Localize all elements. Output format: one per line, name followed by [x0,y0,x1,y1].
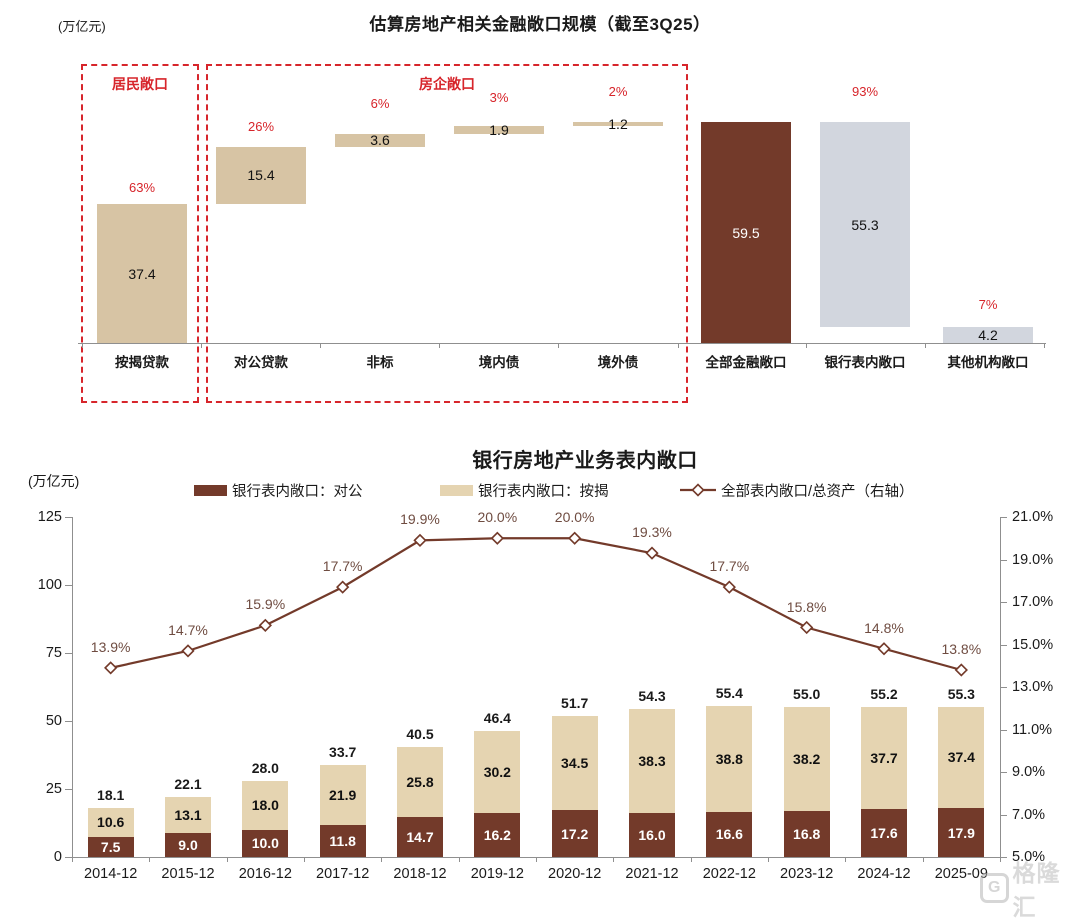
left-axis-tick [65,585,72,586]
right-axis-tick-label: 19.0% [1012,552,1074,568]
x-axis-label: 2016-12 [227,866,304,882]
left-axis-tick-label: 50 [16,713,62,729]
x-axis-label: 2024-12 [845,866,922,882]
ratio-diamond-marker [724,582,735,593]
left-axis-tick [65,857,72,858]
right-axis-tick [1000,517,1007,518]
x-axis-label: 2015-12 [149,866,226,882]
left-axis-tick [65,517,72,518]
right-axis-tick-label: 9.0% [1012,764,1074,780]
right-axis-tick [1000,772,1007,773]
left-axis-tick [65,721,72,722]
ratio-diamond-marker [105,662,116,673]
x-axis-label: 2014-12 [72,866,149,882]
left-axis-tick-label: 75 [16,645,62,661]
ratio-line-layer [72,517,1000,857]
bottom-axis-tick [227,857,228,862]
left-axis-tick-label: 100 [16,577,62,593]
left-axis-tick-label: 125 [16,509,62,525]
ratio-diamond-marker [569,533,580,544]
ratio-diamond-marker [801,622,812,633]
ratio-diamond-marker [260,620,271,631]
bottom-axis-tick [691,857,692,862]
bottom-axis-tick [768,857,769,862]
left-axis-tick [65,789,72,790]
right-axis-tick-label: 17.0% [1012,594,1074,610]
x-axis-label: 2020-12 [536,866,613,882]
bottom-axis-tick [304,857,305,862]
x-axis-label: 2021-12 [613,866,690,882]
x-axis-label: 2019-12 [459,866,536,882]
ratio-diamond-marker [337,582,348,593]
x-axis-label: 2022-12 [691,866,768,882]
x-axis-label: 2018-12 [381,866,458,882]
bottom-axis-tick [613,857,614,862]
ratio-diamond-marker [647,548,658,559]
ratio-diamond-marker [492,533,503,544]
right-axis-tick [1000,602,1007,603]
left-axis-tick-label: 0 [16,849,62,865]
ratio-line [111,538,962,670]
right-axis-tick-label: 13.0% [1012,679,1074,695]
right-axis-tick-label: 7.0% [1012,807,1074,823]
ratio-diamond-marker [415,535,426,546]
bottom-axis-tick [845,857,846,862]
bottom-axis-tick [381,857,382,862]
gelonghui-logo-icon: G [980,873,1009,903]
bottom-axis-tick [72,857,73,862]
ratio-diamond-marker [879,643,890,654]
bottom-axis-tick [149,857,150,862]
left-axis-tick [65,653,72,654]
bottom-axis-tick [536,857,537,862]
right-axis-tick [1000,815,1007,816]
ratio-diamond-marker [956,665,967,676]
x-axis-label: 2017-12 [304,866,381,882]
left-axis-tick-label: 25 [16,781,62,797]
gelonghui-watermark-text: 格隆汇 [1013,854,1080,922]
right-axis-tick [1000,687,1007,688]
right-axis-tick-label: 11.0% [1012,722,1074,738]
bottom-axis-tick [923,857,924,862]
right-axis-tick [1000,560,1007,561]
bottom-axis-tick [459,857,460,862]
gelonghui-watermark: G 格隆汇 [980,854,1080,922]
ratio-diamond-marker [183,645,194,656]
x-axis-label: 2023-12 [768,866,845,882]
right-axis-tick-label: 15.0% [1012,637,1074,653]
right-axis-tick-label: 21.0% [1012,509,1074,525]
right-axis-tick [1000,730,1007,731]
right-axis-tick [1000,645,1007,646]
